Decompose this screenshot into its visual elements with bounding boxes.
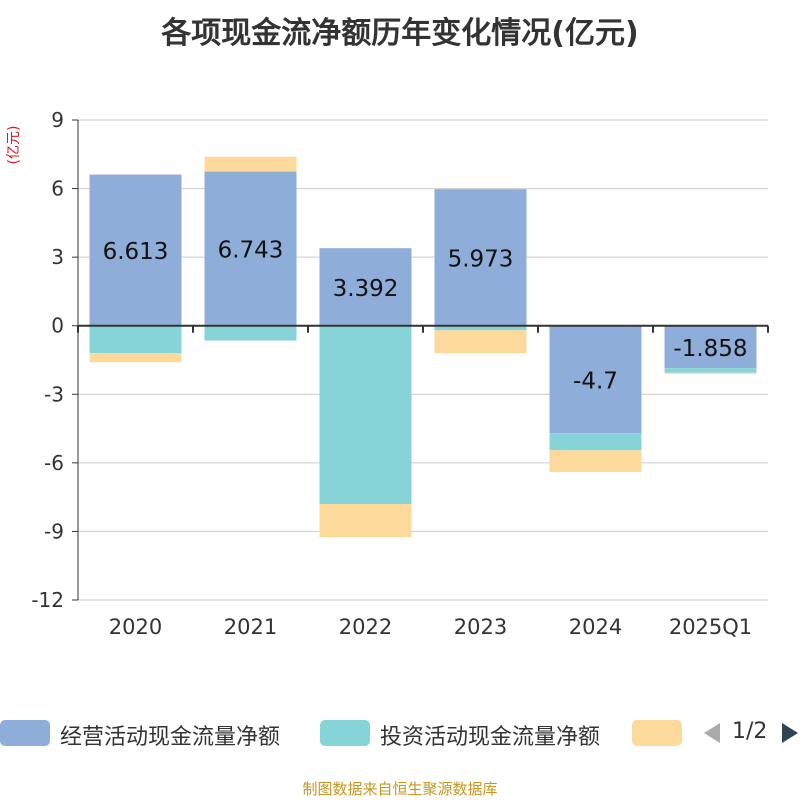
data-source: 制图数据来自恒生聚源数据库 bbox=[302, 780, 498, 798]
y-tick-label: 3 bbox=[51, 245, 64, 269]
legend-label-operating: 经营活动现金流量净额 bbox=[60, 725, 281, 750]
data-label-2023: 5.973 bbox=[448, 246, 514, 272]
legend-next-icon[interactable] bbox=[782, 723, 798, 743]
data-label-2021: 6.743 bbox=[218, 238, 284, 264]
y-tick-label: 9 bbox=[51, 108, 64, 132]
chart-title: 各项现金流净额历年变化情况(亿元) bbox=[161, 16, 639, 51]
bar-investing-2023 bbox=[434, 325, 527, 331]
x-tick-label-2023: 2023 bbox=[454, 615, 507, 639]
bar-financing-2020 bbox=[89, 353, 182, 363]
bar-operating-2023 bbox=[434, 189, 527, 326]
bar-investing-2024 bbox=[549, 433, 642, 451]
bar-operating-2022 bbox=[319, 248, 412, 326]
legend-pager: 1/2 bbox=[700, 717, 800, 749]
bar-operating-2024 bbox=[549, 325, 642, 434]
legend-swatch-financing bbox=[632, 720, 682, 746]
x-tick-label-2022: 2022 bbox=[339, 615, 392, 639]
y-tick-label: -12 bbox=[31, 588, 64, 612]
bar-financing-2024 bbox=[549, 450, 642, 472]
y-axis-unit: (亿元) bbox=[6, 126, 22, 165]
data-label-2020: 6.613 bbox=[103, 239, 169, 265]
data-label-2022: 3.392 bbox=[333, 276, 399, 302]
bar-financing-2023 bbox=[434, 330, 527, 354]
bar-operating-2025Q1 bbox=[664, 325, 757, 369]
x-tick-label-2020: 2020 bbox=[109, 615, 162, 639]
y-tick-label: -6 bbox=[44, 451, 64, 475]
bar-operating-2020 bbox=[89, 174, 182, 326]
legend-item-operating[interactable]: 经营活动现金流量净额 bbox=[0, 717, 310, 750]
y-tick-label: -9 bbox=[44, 519, 64, 543]
legend-label-investing: 投资活动现金流量净额 bbox=[380, 725, 601, 750]
y-tick-label: 6 bbox=[51, 177, 64, 201]
data-label-2025Q1: -1.858 bbox=[673, 336, 747, 362]
bar-financing-2022 bbox=[319, 504, 412, 538]
bar-operating-2021 bbox=[204, 171, 297, 326]
x-tick-label-2024: 2024 bbox=[569, 615, 622, 639]
legend-swatch-operating bbox=[0, 720, 50, 746]
legend-item-financing[interactable] bbox=[632, 717, 684, 749]
x-tick-label-2025Q1: 2025Q1 bbox=[669, 615, 752, 639]
bar-investing-2022 bbox=[319, 325, 412, 504]
y-tick-label: 0 bbox=[51, 314, 64, 338]
legend-page-indicator: 1/2 bbox=[732, 719, 768, 744]
bar-investing-2020 bbox=[89, 325, 182, 354]
y-tick-label: -3 bbox=[44, 382, 64, 406]
x-tick-label-2021: 2021 bbox=[224, 615, 277, 639]
bar-financing-2021 bbox=[204, 156, 297, 172]
bar-investing-2021 bbox=[204, 325, 297, 341]
bar-financing-2025Q1 bbox=[664, 372, 757, 374]
bar-investing-2025Q1 bbox=[664, 368, 757, 373]
legend-prev-icon[interactable] bbox=[704, 723, 720, 743]
legend-item-investing[interactable]: 投资活动现金流量净额 bbox=[320, 717, 630, 750]
data-label-2024: -4.7 bbox=[573, 368, 618, 394]
legend-swatch-investing bbox=[320, 720, 370, 746]
